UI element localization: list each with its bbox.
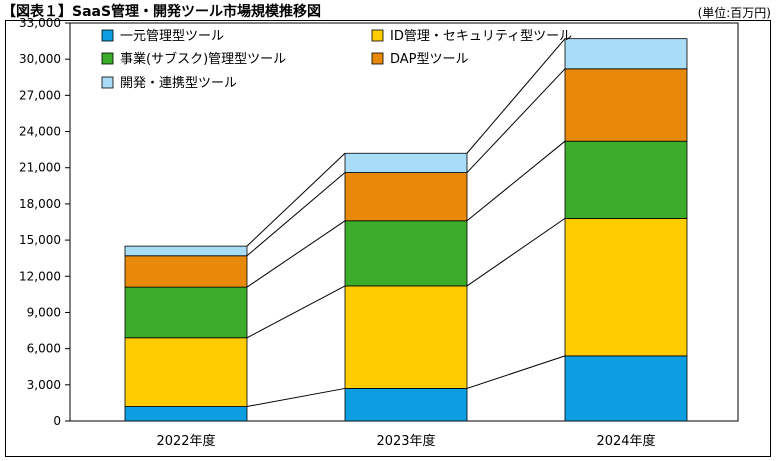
y-tick-label: 30,000: [19, 52, 61, 66]
y-tick-label: 6,000: [27, 342, 61, 356]
legend-label: ID管理・セキュリティ型ツール: [390, 29, 572, 44]
bar-segment: [564, 217, 688, 357]
bar-segment: [344, 152, 468, 173]
bar-segment: [344, 172, 468, 222]
x-category-label: 2022年度: [156, 433, 215, 449]
legend-swatch: [101, 76, 114, 89]
legend-swatch: [371, 52, 384, 65]
bar-segment: [564, 355, 688, 422]
y-tick-label: 27,000: [19, 88, 61, 102]
legend-label: DAP型ツール: [390, 52, 469, 67]
chart-frame: [5, 20, 771, 457]
y-tick-label: 0: [53, 414, 61, 428]
bar-segment: [124, 406, 248, 422]
y-tick-label: 24,000: [19, 125, 61, 139]
unit-label: (単位:百万円): [697, 6, 771, 20]
bar-segment: [124, 255, 248, 288]
bar-segment: [564, 68, 688, 142]
connector-line: [246, 285, 346, 339]
y-tick-label: 18,000: [19, 197, 61, 211]
legend-label: 一元管理型ツール: [120, 29, 224, 44]
legend-label: 開発・連携型ツール: [120, 75, 237, 91]
x-category-label: 2024年度: [596, 433, 655, 449]
y-tick-label: 15,000: [19, 233, 61, 247]
bar-segment: [344, 388, 468, 422]
bar-segment: [124, 337, 248, 407]
x-category-label: 2023年度: [376, 433, 435, 449]
connector-line: [466, 217, 566, 287]
legend-label: 事業(サブスク)管理型ツール: [120, 51, 286, 67]
connector-line: [466, 355, 566, 389]
legend-swatch: [101, 29, 114, 42]
bar-segment: [564, 38, 688, 70]
bar-segment: [344, 285, 468, 389]
connector-line: [246, 387, 346, 408]
legend-swatch: [371, 29, 384, 42]
y-tick-label: 33,000: [19, 16, 61, 30]
y-tick-label: 9,000: [27, 305, 61, 319]
connector-line: [466, 140, 566, 222]
connector-line: [246, 220, 346, 288]
connector-line: [466, 38, 566, 154]
legend-swatch: [101, 52, 114, 65]
bar-segment: [344, 220, 468, 287]
y-tick-label: 12,000: [19, 269, 61, 283]
connector-line: [246, 172, 346, 257]
connector-line: [466, 68, 566, 173]
bar-segment: [564, 140, 688, 219]
chart-title: 【図表１】SaaS管理・開発ツール市場規模推移図: [2, 4, 322, 20]
bar-segment: [124, 286, 248, 339]
connector-line: [246, 152, 346, 247]
bar-segment: [124, 245, 248, 257]
y-tick-label: 21,000: [19, 161, 61, 175]
y-tick-label: 3,000: [27, 378, 61, 392]
